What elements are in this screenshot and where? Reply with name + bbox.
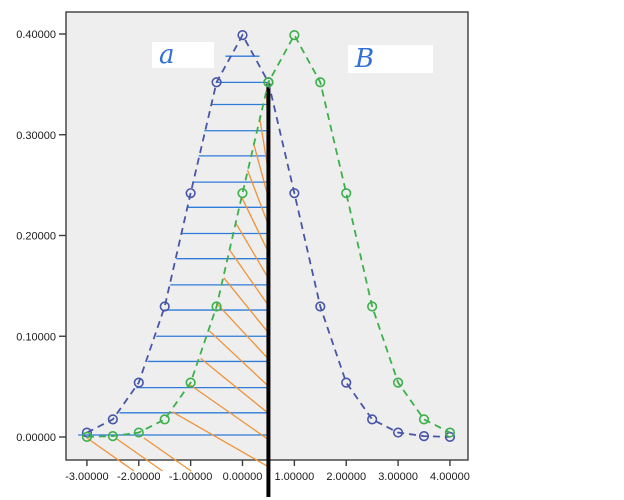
curve-b-marker <box>237 188 248 199</box>
curve-b-marker <box>185 377 196 388</box>
hatch-line-diagonal <box>235 223 269 279</box>
annotation-box-b: B <box>348 45 433 73</box>
hatch-line-diagonal <box>209 330 269 387</box>
curve-a-marker <box>237 30 248 41</box>
x-axis-tick-label: 2.00000 <box>326 471 366 483</box>
hatch-line-diagonal <box>229 250 269 306</box>
curve-b-marker <box>159 414 170 425</box>
annotation-label-a: a <box>159 40 175 70</box>
curve-b-marker <box>418 414 430 425</box>
y-axis-tick-label: 0.30000 <box>16 130 56 142</box>
x-axis-tick-label: 1.00000 <box>274 471 314 483</box>
y-axis-tick-label: 0.00000 <box>16 432 56 444</box>
curve-b-marker <box>367 301 378 312</box>
hatch-line-diagonal <box>86 437 135 472</box>
x-axis-tick-label: -1.00000 <box>169 471 212 483</box>
curve-a-marker <box>289 188 300 199</box>
x-axis-tick-label: -3.00000 <box>65 471 108 483</box>
y-axis-tick-label: 0.20000 <box>16 231 56 243</box>
curve-b-marker <box>263 77 274 88</box>
curve-b-marker <box>444 427 456 438</box>
annotation-box-a: a <box>152 42 214 68</box>
curve-a-marker <box>185 188 196 199</box>
x-axis-tick-label: 0.00000 <box>223 471 263 483</box>
hatch-line-diagonal <box>223 277 269 334</box>
curve-b-marker <box>81 431 93 442</box>
curve-b-marker <box>133 427 144 438</box>
curve-a-marker <box>367 414 378 425</box>
curve-b-marker <box>315 77 326 88</box>
curve-a-marker <box>315 301 326 312</box>
curve-b-marker <box>289 30 300 41</box>
curve-b <box>86 33 451 438</box>
x-axis-tick-label: 3.00000 <box>378 471 418 483</box>
y-axis-tick-label: 0.40000 <box>16 29 56 41</box>
hatch-line-diagonal <box>171 411 269 468</box>
curve-b-marker <box>341 188 352 199</box>
curve-b-marker <box>211 301 222 312</box>
hatch-line-diagonal <box>143 437 192 472</box>
curve-b-marker <box>107 430 118 442</box>
curve-b-marker <box>392 377 404 388</box>
x-axis-tick-label: -2.00000 <box>117 471 160 483</box>
annotation-label-b: B <box>355 44 375 74</box>
hatch-line-diagonal <box>246 169 270 226</box>
x-axis-tick-label: 4.00000 <box>430 471 470 483</box>
curve-a-marker <box>341 377 352 388</box>
hatch-line-diagonal <box>241 196 270 253</box>
curve-a-marker <box>392 427 404 438</box>
hatch-line-diagonal <box>200 357 269 414</box>
curve-a-marker <box>159 301 170 312</box>
curve-a-marker <box>418 430 430 442</box>
hatch-line-diagonal <box>115 437 163 472</box>
curve-a-marker <box>107 414 118 425</box>
hatch-line-diagonal <box>189 384 269 441</box>
curve-a-marker <box>444 431 456 442</box>
curve-a-marker <box>133 377 144 388</box>
hatch-line-diagonal <box>216 303 269 360</box>
hatch-line-diagonal <box>252 142 270 198</box>
y-axis-tick-label: 0.10000 <box>16 331 56 343</box>
curve-a-marker <box>211 77 222 88</box>
